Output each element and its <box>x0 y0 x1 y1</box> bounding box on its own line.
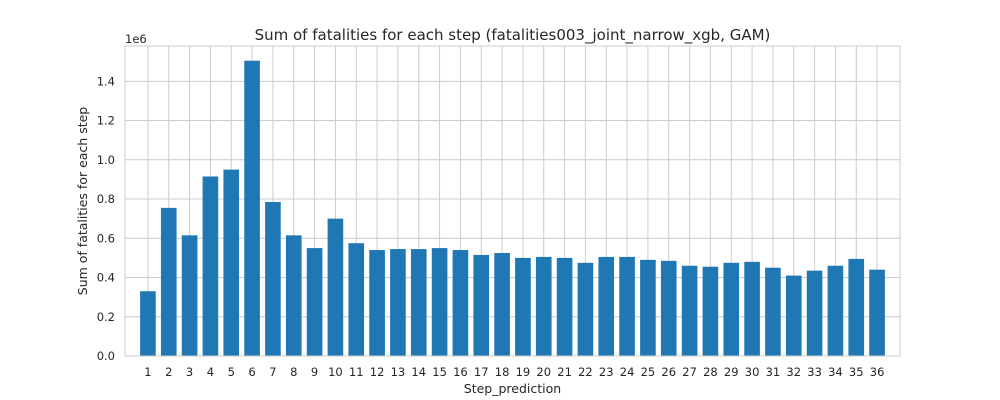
bar-step-23 <box>598 256 615 356</box>
x-tick-label: 11 <box>349 365 364 379</box>
bar-step-18 <box>494 252 510 356</box>
bar-step-3 <box>181 235 198 356</box>
x-tick-label: 35 <box>849 365 864 379</box>
bar-step-8 <box>285 235 302 356</box>
x-tick-label: 29 <box>724 365 739 379</box>
x-tick-label: 7 <box>269 365 276 379</box>
bar-step-27 <box>681 265 698 356</box>
bar-step-29 <box>723 262 740 356</box>
x-tick-label: 36 <box>870 365 885 379</box>
bar-step-17 <box>473 254 490 356</box>
x-tick-label: 23 <box>599 365 614 379</box>
bar-step-9 <box>306 248 323 356</box>
x-tick-label: 5 <box>228 365 235 379</box>
bar-step-12 <box>369 250 385 356</box>
grid-layer <box>125 46 900 357</box>
x-tick-label: 1 <box>144 365 151 379</box>
x-tick-label: 19 <box>516 365 531 379</box>
bar-step-25 <box>640 259 656 356</box>
y-axis-label: Sum of fatalities for each step <box>75 107 90 296</box>
bar-step-2 <box>160 207 177 356</box>
y-tick-label: 0.4 <box>97 271 115 285</box>
x-tick-label: 18 <box>495 365 510 379</box>
chart-title: Sum of fatalities for each step (fatalit… <box>255 26 771 45</box>
x-tick-label: 13 <box>391 365 406 379</box>
bar-step-26 <box>660 260 677 356</box>
y-tick-label: 0.0 <box>97 349 115 363</box>
x-tick-label: 24 <box>620 365 635 379</box>
bar-step-22 <box>577 262 594 356</box>
bar-step-28 <box>702 266 719 356</box>
bar-step-31 <box>765 267 781 356</box>
x-tick-label: 25 <box>641 365 656 379</box>
bar-step-16 <box>452 250 469 356</box>
x-tick-label: 33 <box>807 365 822 379</box>
x-tick-label: 22 <box>578 365 593 379</box>
bar-step-34 <box>827 265 844 356</box>
bar-step-1 <box>140 291 156 356</box>
y-tick-label: 0.6 <box>97 231 115 245</box>
bar-step-13 <box>390 249 406 356</box>
x-tick-label: 34 <box>828 365 843 379</box>
y-tick-label: 0.2 <box>97 310 115 324</box>
x-tick-label: 2 <box>165 365 172 379</box>
y-tick-label: 1.0 <box>97 153 115 167</box>
x-tick-labels: 1 2 3 4 5 6 7 8 9 10 11 12 13 14 15 16 17 18 19 20 21 22 23 24 2… <box>144 365 884 379</box>
bar-step-33 <box>806 270 823 356</box>
x-tick-label: 27 <box>682 365 697 379</box>
bar-step-24 <box>619 256 635 356</box>
bar-step-14 <box>410 249 427 356</box>
bar-step-15 <box>431 248 448 356</box>
bar-step-32 <box>785 275 802 356</box>
x-tick-label: 28 <box>703 365 718 379</box>
x-tick-label: 4 <box>207 365 214 379</box>
x-tick-label: 8 <box>290 365 297 379</box>
bar-step-5 <box>223 169 240 356</box>
x-tick-label: 26 <box>661 365 676 379</box>
bar-step-35 <box>848 258 865 356</box>
bar-step-19 <box>515 257 531 356</box>
plot-frame <box>124 45 901 357</box>
bar-step-10 <box>327 218 344 356</box>
x-tick-label: 30 <box>745 365 760 379</box>
bar-step-11 <box>348 243 365 356</box>
bar-step-20 <box>535 256 552 356</box>
x-tick-label: 20 <box>536 365 551 379</box>
x-tick-label: 15 <box>432 365 447 379</box>
x-tick-label: 12 <box>370 365 385 379</box>
x-tick-label: 16 <box>453 365 468 379</box>
x-tick-label: 17 <box>474 365 489 379</box>
y-tick-labels: 0.0 0.2 0.4 0.6 0.8 1.0 1.2 1.4 <box>97 74 115 363</box>
bar-step-4 <box>202 176 219 356</box>
x-axis-label: Step_prediction <box>464 381 561 396</box>
bar-layer <box>140 60 885 357</box>
x-tick-label: 10 <box>328 365 343 379</box>
bar-step-7 <box>265 201 281 356</box>
x-tick-label: 32 <box>786 365 801 379</box>
y-tick-label: 1.2 <box>97 114 115 128</box>
y-tick-label: 1.4 <box>97 74 115 88</box>
bar-step-21 <box>556 257 573 356</box>
x-tick-label: 31 <box>766 365 781 379</box>
x-tick-label: 3 <box>186 365 193 379</box>
bar-step-6 <box>244 60 260 357</box>
x-tick-label: 6 <box>248 365 255 379</box>
x-tick-label: 21 <box>557 365 572 379</box>
y-offset-label: 1e6 <box>125 32 147 46</box>
bar-step-36 <box>869 269 885 356</box>
x-tick-label: 14 <box>411 365 426 379</box>
bar-step-30 <box>744 261 760 356</box>
x-tick-label: 9 <box>311 365 318 379</box>
y-tick-label: 0.8 <box>97 192 115 206</box>
